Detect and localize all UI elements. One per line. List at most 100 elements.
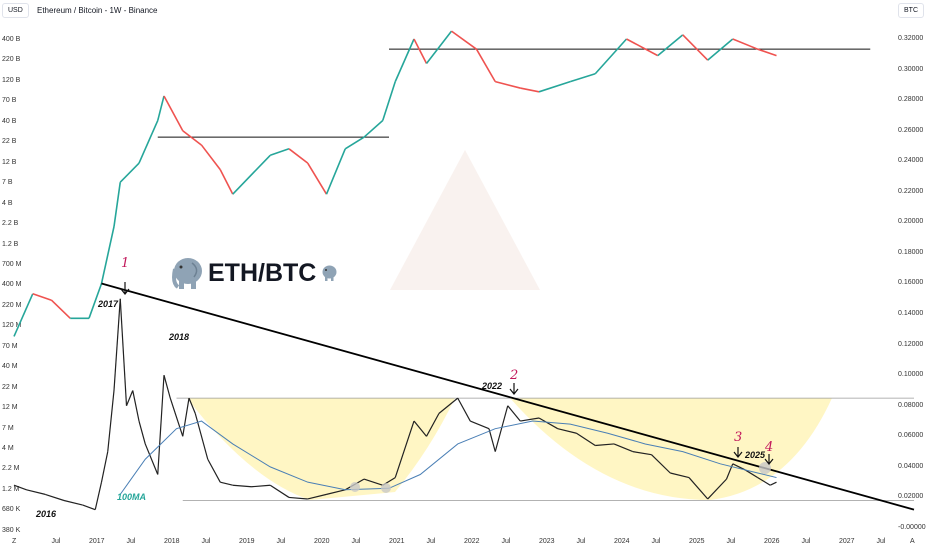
ethbtc-segment [707,478,727,500]
right-axis-tick: 0.14000 [898,310,924,318]
cap-segment [307,162,328,195]
left-axis-tick: 220 M [2,301,22,309]
ethbtc-segment [425,413,440,437]
time-axis-tick: Jul [876,538,886,545]
left-axis-tick: 2.2 B [2,220,19,228]
cap-segment [495,80,521,89]
arrow-down-icon [764,454,774,465]
cap-segment [113,182,122,227]
cap-segment [707,38,734,61]
left-axis-tick: 220 B [2,56,21,64]
right-axis-tick: 0.06000 [898,432,924,440]
ethbtc-segment [613,443,633,453]
cap-segment [325,148,346,195]
ethbtc-segment [194,413,209,460]
cap-segment [182,130,202,146]
zone-cup-left [187,398,455,500]
ethbtc-segment [144,443,159,475]
currency-left-badge[interactable]: USD [2,3,29,18]
cap-segment [475,48,496,83]
marker-circle [350,482,360,492]
time-axis-tick: Jul [351,538,361,545]
cap-segment [344,136,365,150]
cap-segment [425,30,453,65]
time-axis-tick: Jul [576,538,586,545]
arrow-icons [120,282,774,465]
cap-segment [200,144,221,171]
left-axis-tick: 22 B [2,138,17,146]
cap-segment [626,38,659,57]
cap-segment [682,34,709,61]
ethbtc-segment [769,481,777,486]
left-axis-tick: 12 B [2,158,17,166]
arrow-down-icon [509,383,519,395]
left-axis-tick: 70 B [2,97,17,105]
ethbtc-segment [288,496,308,500]
annotation-2: 2 [510,368,519,383]
cap-segment [363,119,384,138]
ethbtc-segment [163,375,171,399]
ethbtc-segment [138,420,146,445]
cap-segment [394,38,415,82]
left-axis-tick: 400 M [2,281,22,289]
left-axis-tick: 40 M [2,363,18,371]
cap-segment [413,38,428,64]
currency-right-badge[interactable]: BTC [898,3,924,18]
cap-segment [657,34,684,57]
cap-segment [381,81,397,121]
left-axis-tick: 70 M [2,342,18,350]
ethbtc-segment [94,482,103,510]
left-axis-tick: 1.2 B [2,240,19,248]
annotation-1: 1 [121,256,130,271]
cap-segment [538,80,571,93]
ethbtc-segment [688,477,709,500]
time-axis-tick: 2020 [314,538,330,545]
ethbtc-segment [670,472,690,479]
time-axis-tick: 2026 [764,538,780,545]
cap-segment [100,226,115,284]
time-axis-tick: 2019 [239,538,255,545]
chart-title: Ethereum / Bitcoin - 1W - Binance [37,6,158,15]
cap-segment [119,162,140,183]
ethbtc-segment [363,478,383,486]
ethbtc-segment [457,397,471,422]
cap-segment [732,38,759,50]
annotation-4: 4 [765,440,774,455]
left-axis-tick: 40 B [2,117,17,125]
right-axis-tick: 0.26000 [898,126,924,134]
ethbtc-segment [470,420,490,430]
left-axis-tick: 400 B [2,36,21,43]
marker-circle [759,462,771,474]
time-axis-tick: Jul [126,538,136,545]
label-2018: 2018 [169,332,190,342]
left-axis-tick: 7 M [2,424,14,432]
watermark-logo [390,150,540,290]
right-axis-tick: -0.00000 [898,523,926,531]
time-axis-tick: Jul [276,538,286,545]
left-axis-tick: 1.2 M [2,485,20,493]
ethbtc-segment [651,454,671,474]
ethbtc-segment [576,432,596,446]
left-axis-tick: 2.2 M [2,465,20,473]
right-axis-tick: 0.08000 [898,401,924,409]
ethbtc-segment [757,477,771,486]
right-axis-tick: 0.24000 [898,157,924,165]
time-axis-tick: 2018 [164,538,180,545]
time-axis-tick: Jul [501,538,511,545]
time-axis-tick: 2017 [89,538,105,545]
time-axis-tick: Jul [651,538,661,545]
cap-segment [757,48,777,57]
elephant-icon [172,258,202,289]
ethbtc-segment [182,398,190,437]
right-axis-tick: 0.32000 [898,35,924,42]
time-axis-tick: 2025 [689,538,705,545]
cap-segment [50,299,71,319]
annotation-3: 3 [734,430,743,445]
ethbtc-segment [63,499,83,506]
eth-btc-label: ETH/BTC [170,255,338,291]
right-axis-tick: 0.10000 [898,371,924,379]
descending-trendline [101,282,915,511]
time-axis-tick: Jul [51,538,61,545]
ethbtc-segment [26,489,46,495]
